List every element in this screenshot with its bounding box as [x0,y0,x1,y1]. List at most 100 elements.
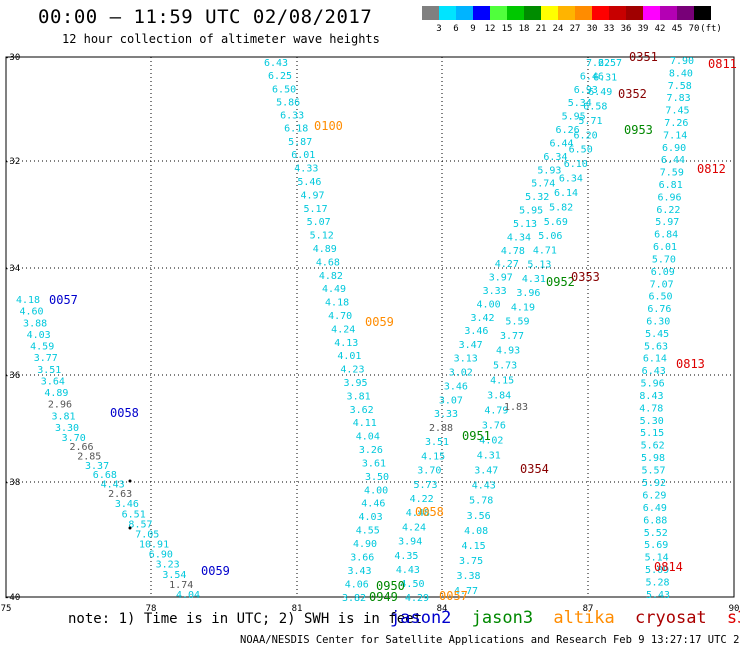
wave-height-value: 3.02 [449,368,473,379]
wave-height-value: 5.62 [641,441,665,452]
wave-height-value: 3.97 [489,273,513,284]
wave-height-value: 5.69 [644,540,668,551]
scale-label: 30 [586,24,598,34]
wave-height-value: 4.90 [353,539,377,550]
wave-height-value: 5.96 [641,378,665,389]
wave-height-value: 3.42 [470,313,494,324]
wave-height-value: 5.06 [538,231,562,242]
wave-height-value: 3.64 [41,376,65,387]
wave-height-value: 6.68 [93,470,117,481]
wave-height-value: 5.17 [304,204,328,215]
wave-height-value: 7.22 [586,58,610,69]
credit-line: NOAA/NESDIS Center for Satellite Applica… [240,634,740,646]
scale-label: 70 [688,24,700,34]
wave-height-value: 3.51 [425,437,449,448]
wave-height-value: 2.88 [429,423,453,434]
wave-height-value: 4.43 [101,480,125,491]
wave-height-value: 3.66 [350,553,374,564]
wave-height-value: 5.32 [525,192,549,203]
wave-height-value: 6.29 [642,490,666,501]
wave-height-value: 4.31 [522,274,546,285]
wave-height-value: 4.15 [421,451,445,462]
wave-height-value: 3.33 [483,286,507,297]
wave-height-value: 4.55 [356,526,380,537]
wave-height-value: 6.76 [647,304,671,315]
wave-height-value: 4.97 [300,190,324,201]
pass-time-label: 0058 [415,505,444,519]
y-tick-label: -30 [4,53,20,63]
wave-height-value: 5.69 [544,217,568,228]
wave-height-value: 2.66 [69,442,93,453]
wave-height-value: 6.90 [662,143,686,154]
wave-height-value: 6.51 [122,509,146,520]
wave-height-value: 4.27 [495,259,519,270]
y-tick-label: -32 [4,157,20,167]
wave-height-value: 3.46 [115,499,139,510]
pass-time-label: 0353 [571,270,600,284]
wave-height-value: 5.93 [537,165,561,176]
wave-height-value: 6.50 [648,292,672,303]
legend-altika: altika [553,608,615,628]
wave-height-value: 5.70 [652,254,676,265]
wave-height-value: 5.73 [413,480,437,491]
wave-height-value: 4.79 [484,405,508,416]
scale-label: 42 [654,24,666,34]
scale-swatch [660,6,677,20]
wave-height-value: 4.29 [405,593,429,604]
x-tick-label: 78 [146,604,157,614]
wave-height-value: 6.49 [588,87,612,98]
wave-height-value: 4.43 [472,481,496,492]
wave-height-value: 3.46 [444,381,468,392]
wave-height-value: 4.68 [316,257,340,268]
wave-height-value: 6.01 [653,242,677,253]
wave-height-value: 4.08 [464,526,488,537]
wave-height-value: 7.58 [668,81,692,92]
wave-height-value: 4.70 [328,311,352,322]
wave-height-value: 7.07 [650,279,674,290]
wave-height-value: 6.88 [643,515,667,526]
wave-height-value: 6.01 [291,150,315,161]
wave-height-value: 3.61 [362,458,386,469]
pass-time-label: 0812 [697,162,726,176]
wave-height-value: 6.14 [554,188,578,199]
wave-height-value: 4.24 [402,522,426,533]
wave-height-value: 4.03 [359,512,383,523]
pass-time-label: 0354 [520,462,549,476]
wave-height-value: 5.13 [527,260,551,271]
wave-height-value: 6.34 [543,152,567,163]
scale-swatch [575,6,592,20]
wave-height-value: 4.46 [361,499,385,510]
wave-height-value: 3.81 [347,391,371,402]
wave-height-value: 3.75 [459,556,483,567]
pass-time-label: 0949 [369,590,398,604]
wave-height-value: 4.78 [639,403,663,414]
pass-time-label: 0813 [676,357,705,371]
map-frame [5,56,735,598]
wave-height-value: 3.81 [51,411,75,422]
wave-height-value: 5.45 [645,329,669,340]
wave-height-value: 2.96 [48,400,72,411]
track-marker [128,479,132,483]
wave-height-value: 4.15 [462,541,486,552]
pass-time-label: 0057 [439,589,468,603]
wave-height-value: 6.84 [654,230,678,241]
y-tick-label: -34 [4,264,20,274]
wave-height-value: 6.90 [149,550,173,561]
wave-height-value: 6.50 [272,84,296,95]
wave-height-value: 3.54 [162,570,186,581]
wave-height-value: 3.47 [474,466,498,477]
scale-label: 45 [671,24,683,34]
wave-height-value: 6.14 [643,354,667,365]
scale-swatch [490,6,507,20]
wave-height-value: 5.78 [469,496,493,507]
wave-height-value: 5.13 [513,219,537,230]
scale-label: 6 [453,24,459,34]
wave-height-value: 5.86 [276,97,300,108]
wave-height-value: 7.83 [667,93,691,104]
wave-height-value: 4.19 [511,302,535,313]
wave-height-value: 1.74 [169,580,193,591]
wave-height-value: 4.23 [340,365,364,376]
wave-height-value: 6.20 [574,130,598,141]
pass-time-label: 0058 [110,406,139,420]
scale-swatch [541,6,558,20]
